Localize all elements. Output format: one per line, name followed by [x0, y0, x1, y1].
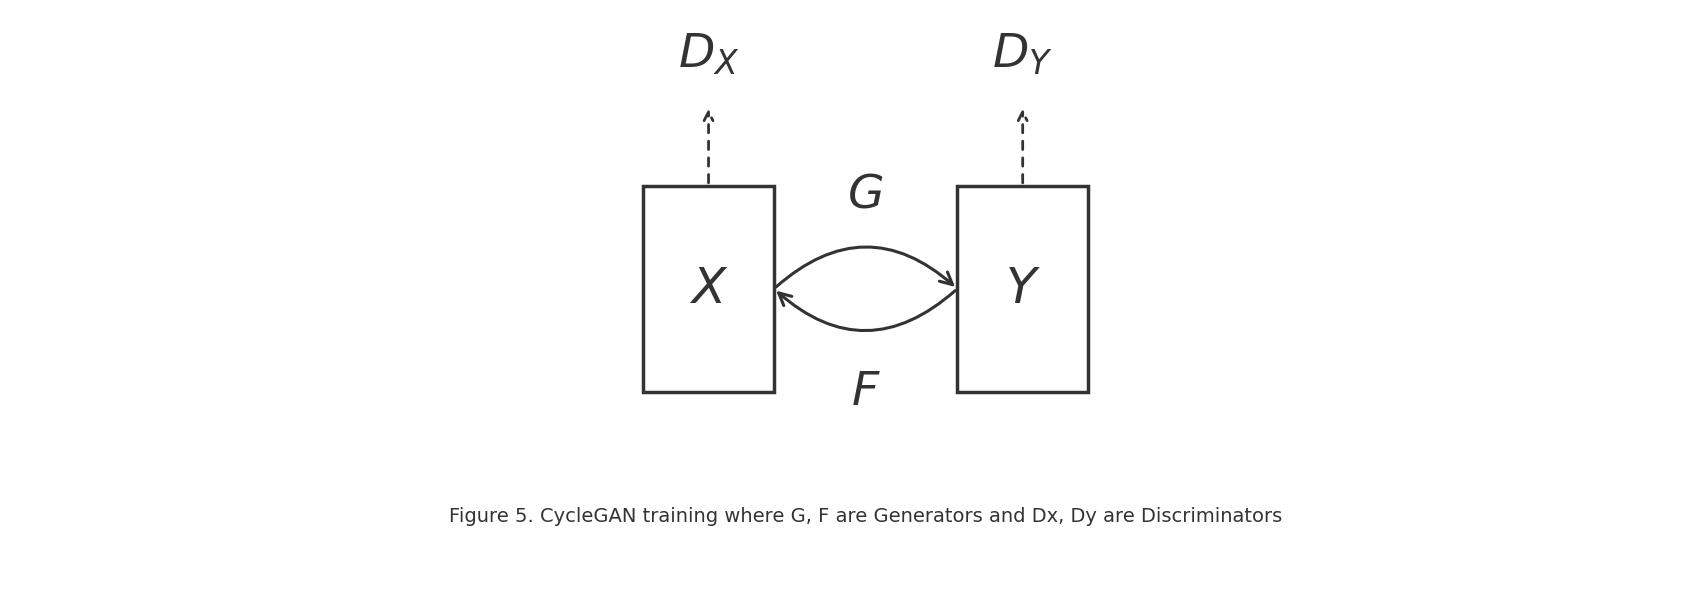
Text: $D_Y$: $D_Y$ [993, 32, 1052, 78]
Bar [644, 186, 774, 392]
Text: $D_X$: $D_X$ [677, 32, 740, 78]
Text: $X$: $X$ [689, 264, 728, 314]
FancyArrowPatch shape [779, 290, 956, 331]
Text: Figure 5. CycleGAN training where G, F are Generators and Dx, Dy are Discriminat: Figure 5. CycleGAN training where G, F a… [449, 507, 1282, 526]
Bar [958, 186, 1088, 392]
Text: $G$: $G$ [848, 172, 883, 217]
Text: $Y$: $Y$ [1005, 264, 1040, 314]
Text: $F$: $F$ [851, 369, 880, 415]
FancyArrowPatch shape [775, 247, 953, 287]
